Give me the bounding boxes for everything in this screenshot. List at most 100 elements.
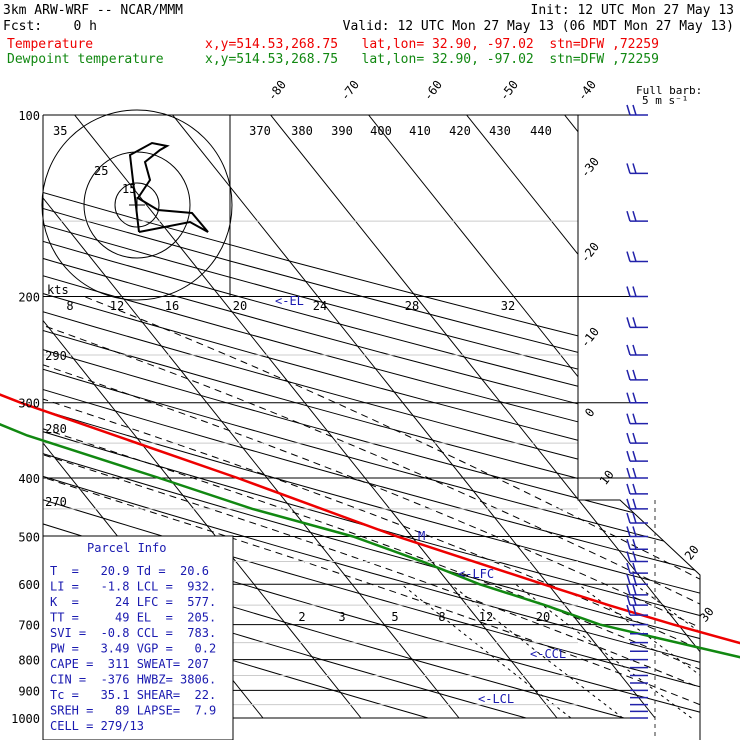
barb-legend-units: 5 m s⁻¹ [642,94,688,107]
temperature-profile [0,393,740,645]
wind-barb-flag [632,392,637,403]
level-annotation: <-CCL [530,647,566,661]
theta-label: 420 [449,124,471,138]
wind-barb-flag [632,574,637,585]
wind-barb-flag [626,498,631,510]
pressure-tick-label: 800 [18,654,40,668]
hodograph-ring-label: 25 [94,164,108,178]
temperature-location: x,y=514.53,268.75 lat,lon= 32.90, -97.02… [205,37,659,52]
isotherm-label: -60 [421,78,445,104]
theta-label: 410 [409,124,431,138]
wind-barb-flag [626,392,631,403]
wind-barb-flag [626,584,631,596]
isotherm-label: 10 [597,468,617,488]
forecast-hour: Fcst: 0 h [3,19,97,34]
pressure-tick-label: 600 [18,578,40,592]
dry-adiabat [43,115,700,719]
wind-barb-flag [626,551,631,562]
theta-e-label: 24 [313,299,327,313]
dewpoint-profile [0,423,740,659]
dewpoint-location: x,y=514.53,268.75 lat,lon= 32.90, -97.02… [205,52,659,67]
isotherm-line [74,115,558,719]
wind-barb-flag [626,574,631,585]
parcel-info-panel [42,535,234,740]
wind-barb-flag [632,526,637,537]
isotherm-label: -70 [338,78,362,104]
theta-e-label: 28 [405,299,419,313]
wind-barb-flag [632,369,637,381]
moist-adiabat [43,296,700,719]
wind-barb-flag [626,562,631,574]
pressure-tick-label: 700 [18,619,40,633]
wind-barb-flag [632,483,637,495]
isotherm-line [43,115,362,719]
wind-barb-flag [632,467,637,479]
theta-left-label: 280 [45,422,67,436]
hodograph-ring [41,109,233,301]
mixing-ratio-line [515,583,692,719]
parcel-info-row: CELL = 279/13 [50,719,144,733]
theta-left-label: 290 [45,349,67,363]
wind-barb-flag [626,210,631,222]
isotherm-line [43,115,460,719]
wind-barb-flag [632,450,637,462]
mixing-ratio-label: 3 [338,610,345,624]
theta-e-label: 20 [233,299,247,313]
wind-barb-flag [632,163,637,174]
dry-adiabat [43,115,700,719]
wind-barb-flag [626,317,631,328]
wind-barb-flag [626,251,631,262]
mixing-ratio-label: 5 [391,610,398,624]
isotherm-line [466,115,700,719]
wind-barb-flag [632,104,637,116]
pressure-tick-label: 100 [18,109,40,123]
parcel-info-row: Tc = 35.1 SHEAR= 22. [50,688,216,702]
pressure-tick-label: 300 [18,397,40,411]
theta-e-label: 32 [501,299,515,313]
theta-label: 400 [370,124,392,138]
wind-barb-flag [626,483,631,495]
wind-barb-flag [632,584,637,596]
theta-left-label: 270 [45,495,67,509]
theta-e-label: 8 [66,299,73,313]
wind-barb-flag [626,512,631,524]
isotherm-label: -40 [575,78,599,104]
theta-label: 370 [249,124,271,138]
parcel-info-row: CIN = -376 HWBZ= 3806. [50,673,216,687]
parcel-info-row: T = 20.9 Td = 20.6 [50,564,209,578]
hodograph-unit: kts [47,283,69,297]
theta-label: 380 [291,124,313,138]
wind-barb-flag [626,594,631,606]
parcel-info-row: K = 24 LFC = 577. [50,595,216,609]
mixing-ratio-label: 20 [536,610,550,624]
dewpoint-label: Dewpoint temperature [7,52,164,67]
parcel-info-row: CAPE = 311 SWEAT= 207 [50,657,209,671]
isotherm-label: 20 [682,543,702,563]
pressure-tick-label: 200 [18,291,40,305]
wind-barb-flag [626,163,631,174]
parcel-info-row: SVI = -0.8 CCL = 783. [50,626,216,640]
diagram-frame [43,114,701,740]
isotherm-line [662,115,700,719]
isotherm-label: 0 [582,405,597,419]
mixing-ratio-line [577,583,700,719]
hodograph-trace [128,141,209,233]
theta-e-label: 16 [165,299,179,313]
barb-legend-title: Full barb: [636,84,702,97]
wind-barb-flag [632,317,637,328]
hodograph-ring-label: 35 [53,124,67,138]
init-time: Init: 12 UTC Mon 27 May 13 [530,3,735,18]
wind-barb-flag [626,539,631,550]
wind-barb-flag [632,539,637,550]
level-annotation: M [418,529,425,543]
isotherm-label: -20 [578,240,602,266]
parcel-info-row: PW = 3.49 VGP = 0.2 [50,642,216,656]
wind-barb-flag [632,604,637,616]
mixing-ratio-label: 2 [298,610,305,624]
pressure-tick-label: 900 [18,684,40,698]
pressure-tick-label: 1000 [11,712,40,726]
level-annotation: <-EL [275,294,304,308]
isotherm-label: -50 [497,78,521,104]
wind-barb-flag [632,562,637,574]
